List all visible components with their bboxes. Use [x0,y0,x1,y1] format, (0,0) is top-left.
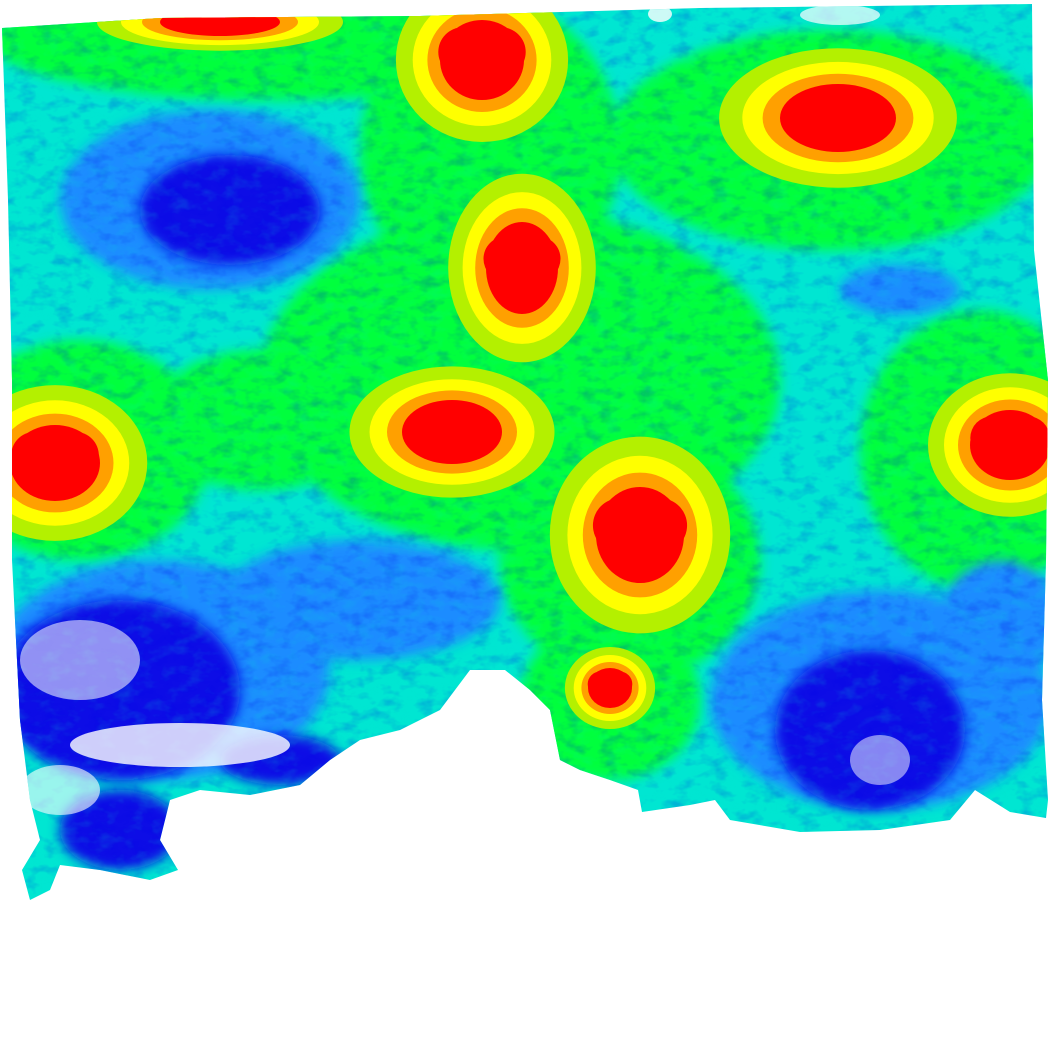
hotspot-core [409,405,495,464]
hotspot-1 [395,4,569,142]
hotspot-8 [564,647,656,729]
hotspot-core [790,90,886,151]
hotspot-core [438,27,526,99]
hotspot-core [970,416,1048,479]
hotspot-5 [2,385,148,541]
hotspots [2,4,1048,729]
hotspot-4 [349,366,555,498]
hotspot-core [11,431,99,500]
hotspot-6 [928,373,1048,517]
hotspot-7 [549,436,731,634]
hotspot-2 [719,48,957,188]
hotspot-3 [448,173,596,363]
hotspot-core [483,236,561,307]
hotspot-core [587,671,633,708]
hotspot-core [592,498,688,580]
white-voids [20,5,910,815]
